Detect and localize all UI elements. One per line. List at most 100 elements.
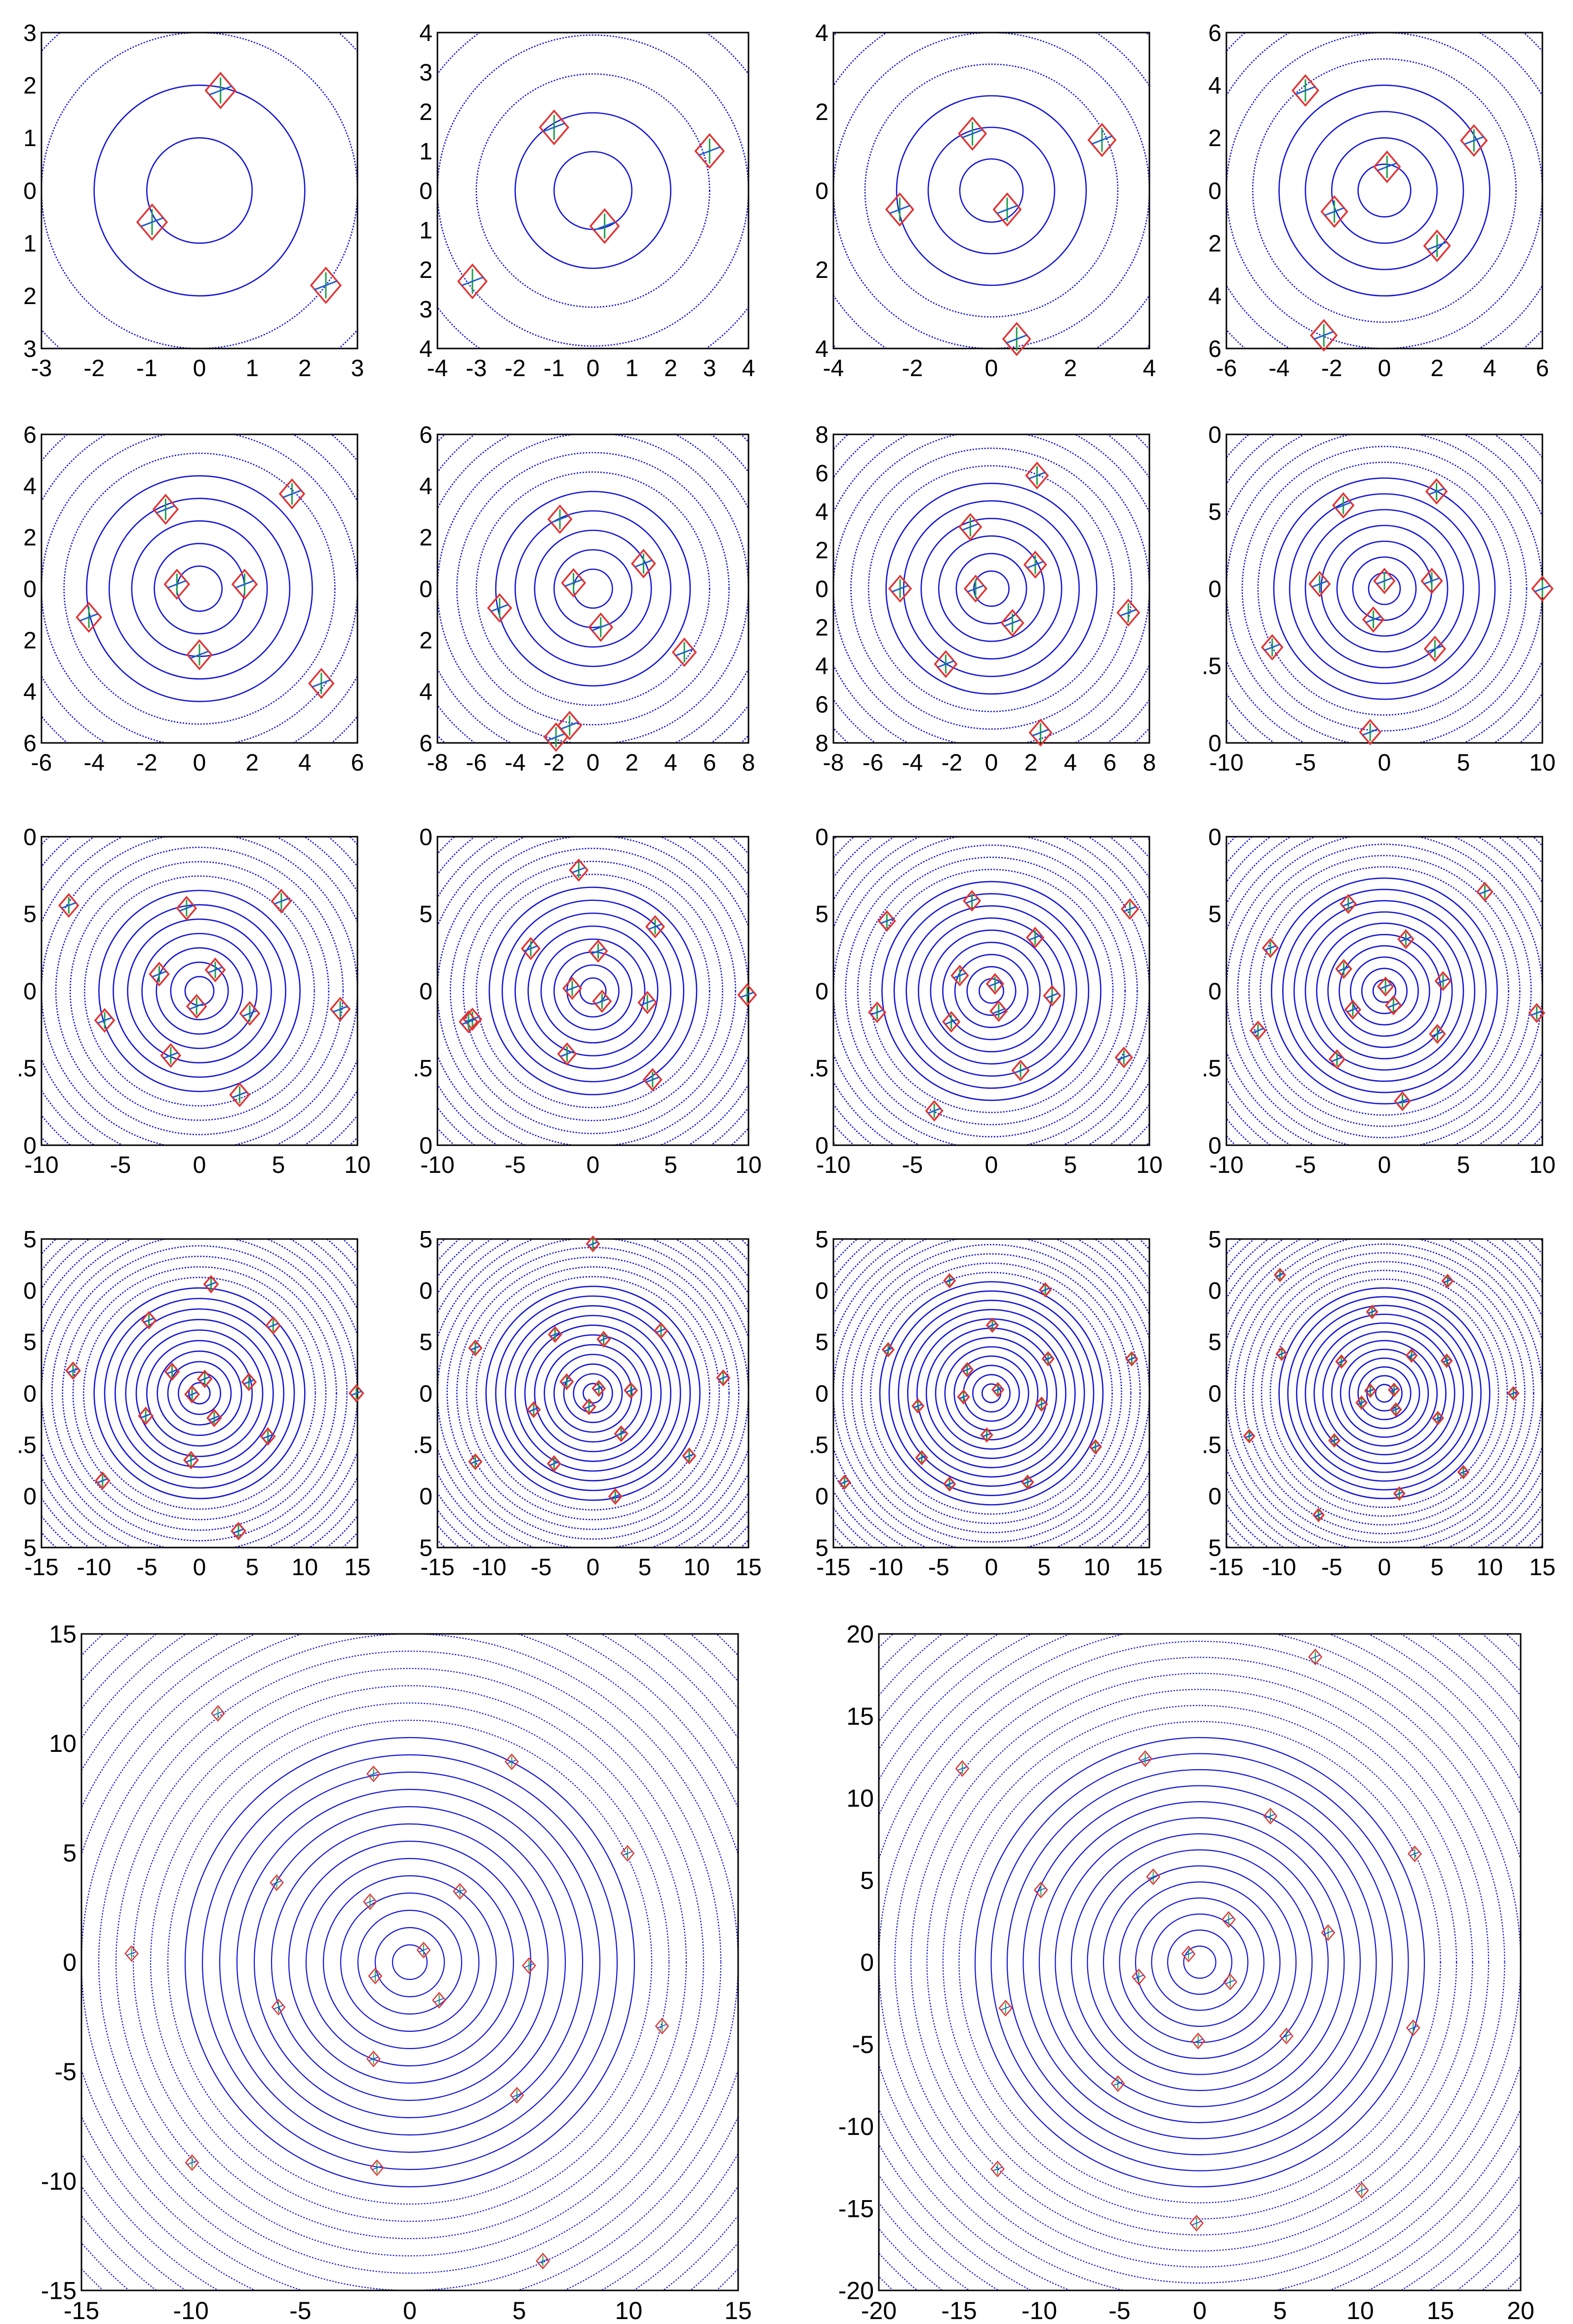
data-point <box>992 192 1022 227</box>
cross-horizontal <box>634 559 653 568</box>
contour-ring <box>437 1239 748 1548</box>
diamond-marker <box>197 1369 213 1389</box>
diamond-marker <box>204 72 236 110</box>
y-tick-label: -15 <box>838 2195 874 2222</box>
contour-ring <box>81 1634 738 2290</box>
diamond-marker <box>152 494 179 525</box>
data-point <box>270 1874 284 1891</box>
contour-ring <box>527 925 659 1057</box>
diamond-marker <box>270 1874 284 1891</box>
y-tick-label: 6 <box>1208 336 1221 362</box>
data-point <box>366 2051 381 2067</box>
cross-horizontal <box>199 1376 210 1382</box>
contour-ring <box>475 73 710 308</box>
data-point <box>1181 1945 1196 1963</box>
x-tick-label: -15 <box>420 1554 454 1581</box>
panel-n12: -10 -5 0 5 10 0 5 0 .5 0 <box>413 824 762 1178</box>
cross-horizontal <box>1407 1353 1416 1358</box>
diamond-marker <box>557 710 583 740</box>
y-tick-label: 0 <box>419 576 433 602</box>
contour-ring <box>833 1239 1149 1548</box>
data-point <box>1355 1395 1368 1410</box>
cross-horizontal <box>551 515 569 524</box>
data-point <box>1425 478 1448 505</box>
y-tick-label: 0 <box>815 1278 828 1304</box>
cross-horizontal <box>187 1392 198 1397</box>
y-tick-label: -20 <box>838 2277 874 2305</box>
contour-ring <box>41 1239 357 1548</box>
contour-ring <box>1237 844 1532 1138</box>
x-tick-label: -3 <box>31 355 52 382</box>
data-point <box>586 1235 600 1252</box>
diamond-marker <box>630 548 656 579</box>
contour-ring <box>833 837 1149 1145</box>
contour-ring <box>392 1944 428 1980</box>
x-tick-label: 15 <box>344 1554 370 1581</box>
y-tick-label: 4 <box>419 679 433 705</box>
data-point <box>911 1398 925 1414</box>
contour-ring <box>524 1324 662 1462</box>
cross-horizontal <box>507 1759 517 1764</box>
cross-horizontal <box>937 660 954 668</box>
data-point <box>1275 1346 1288 1361</box>
panel-n17: -15 -10 -5 0 5 10 15 5 0 5 0 .5 0 5 <box>809 1227 1163 1581</box>
cross-horizontal <box>272 1880 282 1885</box>
contour-ring <box>1361 968 1408 1014</box>
contour-ring <box>944 1346 1039 1440</box>
y-tick-label: 0 <box>23 1278 37 1304</box>
data-point <box>990 2161 1005 2177</box>
contour-ring <box>131 520 268 657</box>
data-point <box>1364 1383 1377 1398</box>
diamond-marker <box>589 208 620 244</box>
x-tick-label: 10 <box>344 1152 370 1178</box>
contour-ring <box>894 1657 1505 2268</box>
cross-horizontal <box>1252 1028 1264 1034</box>
cross-horizontal <box>1443 1278 1452 1283</box>
y-tick-label: 10 <box>846 1784 874 1812</box>
cross-horizontal <box>274 897 289 905</box>
cross-horizontal <box>1000 2006 1011 2011</box>
data-point <box>329 997 351 1022</box>
x-tick-label: -8 <box>823 750 844 776</box>
contour-ring <box>553 549 633 628</box>
data-point <box>1263 1808 1278 1825</box>
y-tick-label: 2 <box>1208 125 1221 152</box>
axes-frame <box>832 433 1150 744</box>
panel-n15: -15 -10 -5 0 5 10 15 5 0 5 0 .5 0 5 <box>17 1227 371 1581</box>
data-point <box>1373 150 1401 184</box>
diamond-marker <box>65 1361 81 1380</box>
y-tick-label: 2 <box>1208 231 1221 257</box>
data-point <box>608 1488 623 1505</box>
contour-ring <box>958 1721 1441 2204</box>
y-tick-label: 0 <box>1208 978 1221 1005</box>
cross-horizontal <box>1046 992 1059 999</box>
diamond-marker <box>141 1311 157 1330</box>
contour-ring <box>925 1327 1058 1459</box>
x-tick-label: 10 <box>1529 750 1555 776</box>
contour-ring <box>156 947 243 1035</box>
cross-horizontal <box>547 733 565 741</box>
contour-ring <box>1278 1287 1491 1500</box>
contour-ring <box>93 1287 306 1500</box>
contour-ring <box>1022 1785 1377 2139</box>
data-point <box>231 1521 246 1541</box>
contour-ring <box>437 33 748 349</box>
data-point <box>1420 568 1443 594</box>
y-tick-label: 4 <box>419 336 433 362</box>
y-tick-label: 6 <box>419 422 433 448</box>
x-tick-label: -2 <box>902 355 923 382</box>
contour-ring <box>1038 1801 1361 2124</box>
contour-ring <box>833 1239 1149 1548</box>
x-tick-label: 1 <box>625 355 638 382</box>
contour-ring <box>1226 434 1542 743</box>
contour-ring <box>534 530 652 648</box>
data-point <box>838 1474 851 1490</box>
contour-ring <box>125 1318 274 1468</box>
data-point <box>1038 1282 1052 1298</box>
y-tick-label: -10 <box>838 2113 874 2140</box>
cross-horizontal <box>1377 162 1397 172</box>
data-point <box>1385 995 1402 1015</box>
axes-frame <box>878 1633 1522 2291</box>
